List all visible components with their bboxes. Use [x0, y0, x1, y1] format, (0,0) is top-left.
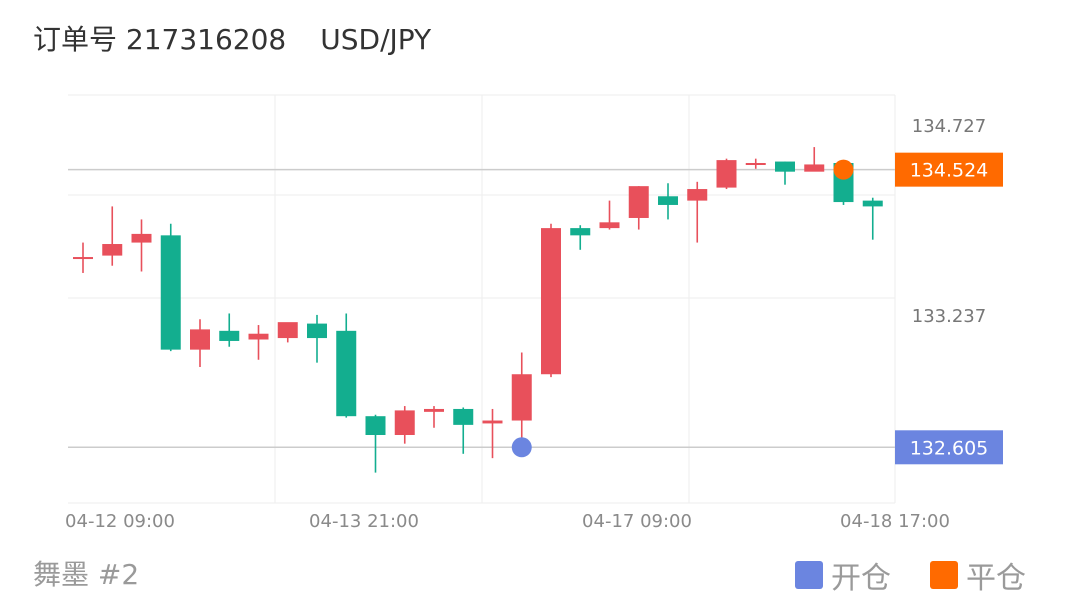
candle-body	[365, 416, 386, 435]
order-label: 订单号 217316208	[33, 23, 287, 56]
candle-body	[599, 222, 620, 229]
candle-body	[570, 228, 591, 236]
price-tag	[895, 152, 1003, 187]
legend-label-close: 平仓	[966, 561, 1026, 596]
candle-body	[336, 330, 357, 417]
symbol-label: USD/JPY	[320, 23, 432, 56]
close-marker	[833, 159, 854, 180]
x-tick-label: 04-18 17:00	[840, 511, 950, 532]
x-tick-label: 04-12 09:00	[65, 511, 175, 532]
candle-body	[745, 163, 766, 165]
candle-body	[687, 189, 708, 201]
candle-body	[716, 160, 737, 188]
legend-label-open: 开仓	[831, 561, 891, 596]
candle-body	[73, 257, 93, 260]
candle-body	[190, 329, 210, 350]
legend-swatch-open	[795, 561, 823, 589]
candle-body	[131, 233, 152, 243]
candle-body	[160, 235, 181, 350]
candle-body	[219, 330, 240, 341]
candle-body	[277, 322, 298, 339]
candle-body	[424, 408, 444, 412]
open-marker	[511, 437, 532, 458]
page-title: 订单号 217316208 USD/JPY	[33, 18, 431, 58]
price-tag-label: 132.605	[910, 437, 989, 459]
candle-body	[658, 196, 678, 205]
candle-body	[862, 200, 883, 207]
y-tick-label: 133.237	[912, 306, 986, 327]
candle-body	[453, 408, 474, 425]
strategy-label: 舞墨 #2	[33, 558, 140, 591]
candle-body	[248, 333, 269, 340]
x-tick-label: 04-13 21:00	[309, 511, 419, 532]
candle-body	[307, 323, 327, 339]
candle-body	[394, 410, 415, 435]
x-tick-label: 04-17 09:00	[582, 511, 692, 532]
candle-body	[482, 420, 503, 424]
legend-item-open: 开仓	[795, 553, 891, 597]
y-tick-label: 134.727	[912, 116, 986, 137]
candle-body	[628, 186, 649, 218]
candle-body	[541, 228, 561, 375]
candle-body	[511, 374, 532, 421]
candle-body	[102, 244, 123, 256]
legend-swatch-close	[930, 561, 958, 589]
price-tag	[895, 430, 1003, 465]
candle-body	[775, 161, 795, 172]
price-tag-label: 134.524	[910, 160, 989, 182]
legend-item-close: 平仓	[930, 553, 1026, 597]
candle-body	[804, 164, 825, 172]
